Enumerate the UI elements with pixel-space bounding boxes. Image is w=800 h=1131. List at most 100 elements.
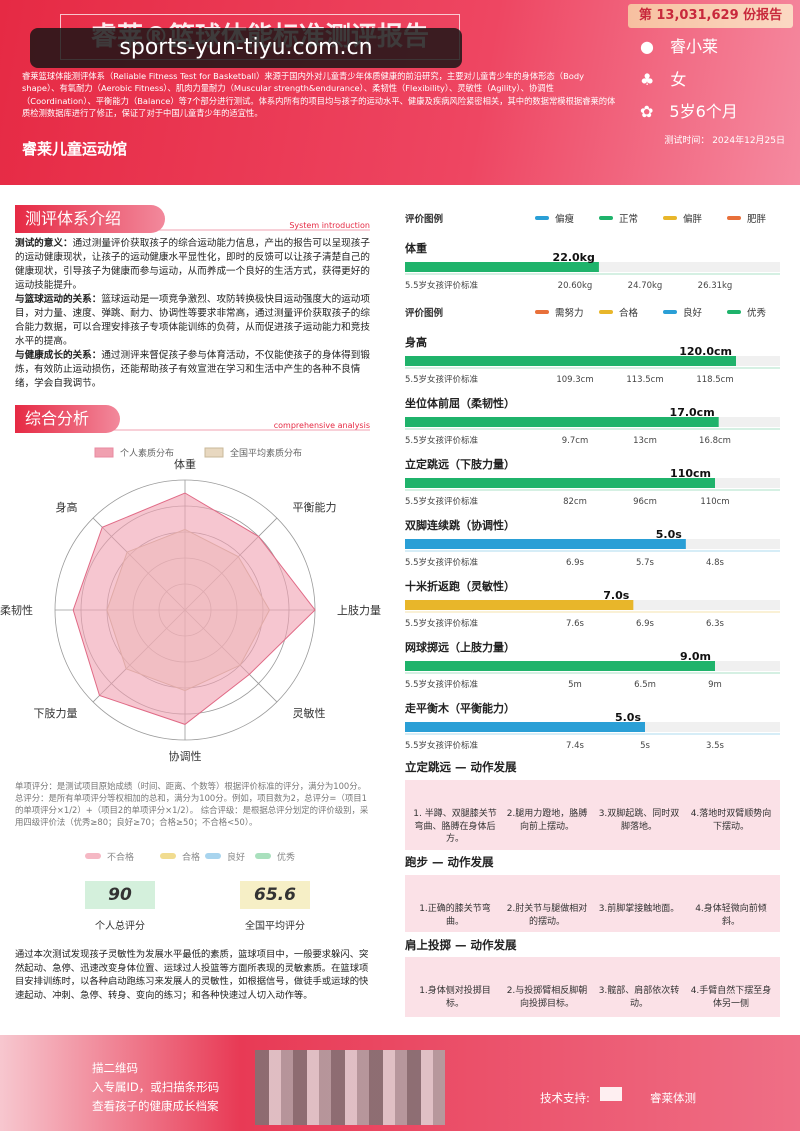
report-count: 第 13,031,629 份报告 bbox=[628, 4, 793, 28]
legend-swatch bbox=[535, 310, 549, 314]
legend-label: 优秀 bbox=[747, 307, 767, 319]
legend-swatch bbox=[599, 216, 613, 220]
legend-label: 偏瘦 bbox=[555, 213, 575, 225]
section-subtitle: System introduction bbox=[289, 221, 370, 230]
item-text: 通过测评来督促孩子参与体育活动，不仅能使孩子的身体得到锻炼，有效防止运动损伤，还… bbox=[15, 350, 370, 389]
threshold-label: 6.9s bbox=[636, 619, 655, 629]
threshold-label: 7.4s bbox=[566, 741, 585, 751]
legend-label: 需努力 bbox=[555, 307, 584, 319]
name: 睿小莱 bbox=[669, 37, 718, 56]
step-text: 3.髋部、肩部依次转动。 bbox=[598, 986, 680, 1009]
threshold-label: 24.70kg bbox=[628, 281, 663, 291]
score-legend-label: 良好 bbox=[227, 851, 245, 863]
step-text: 1. 半蹲、双腿膝关节弯曲、胳膊在身体后方。 bbox=[413, 809, 497, 844]
threshold-label: 26.31kg bbox=[698, 281, 733, 291]
bar-value-label: 17.0cm bbox=[670, 406, 715, 419]
threshold-label: 6.9s bbox=[566, 558, 585, 568]
standard-label: 5.5岁女孩评价标准 bbox=[405, 496, 479, 507]
score-value: 90 bbox=[85, 881, 155, 909]
brand-logo bbox=[600, 1087, 622, 1101]
bar bbox=[405, 661, 715, 671]
threshold-label: 96cm bbox=[633, 497, 657, 507]
score-legend-label: 合格 bbox=[182, 851, 200, 863]
support-label: 技术支持: bbox=[540, 1091, 590, 1105]
bar-value-label: 5.0s bbox=[615, 711, 641, 724]
legend-swatch bbox=[727, 310, 741, 314]
item-label: 与篮球运动的关系： bbox=[15, 294, 102, 305]
bar-value-label: 5.0s bbox=[656, 528, 682, 541]
threshold-label: 110cm bbox=[700, 497, 729, 507]
intro-item: 与健康成长的关系：通过测评来督促孩子参与体育活动，不仅能使孩子的身体得到锻炼，有… bbox=[15, 349, 370, 391]
qr-line: 描二维码 bbox=[92, 1061, 138, 1075]
legend-swatch bbox=[727, 216, 741, 220]
legend-label: 全国平均素质分布 bbox=[230, 447, 302, 459]
bar-value-label: 9.0m bbox=[680, 650, 711, 663]
gender: 女 bbox=[670, 70, 687, 89]
threshold-label: 13cm bbox=[633, 436, 657, 446]
threshold-label: 118.5cm bbox=[696, 375, 733, 385]
legend-swatch bbox=[663, 216, 677, 220]
standard-label: 5.5岁女孩评价标准 bbox=[405, 740, 479, 751]
threshold-label: 7.6s bbox=[566, 619, 585, 629]
threshold-label: 82cm bbox=[563, 497, 587, 507]
score-note: 单项评分：是测试项目原始成绩（时间、距离、个数等）根据评价标准的评分，满分为10… bbox=[15, 781, 369, 827]
threshold-label: 20.60kg bbox=[558, 281, 593, 291]
legend-title: 评价图例 bbox=[405, 307, 443, 319]
metric-name: 网球掷远（上肢力量） bbox=[405, 640, 515, 654]
watermark: sports-yun-tiyu.com.cn bbox=[30, 28, 462, 68]
step-text: 2.腿用力蹬地，胳膊向前上摆动。 bbox=[506, 809, 588, 832]
standard-label: 5.5岁女孩评价标准 bbox=[405, 280, 479, 291]
threshold-label: 16.8cm bbox=[699, 436, 731, 446]
legend-label: 正常 bbox=[619, 213, 638, 225]
step-text: 4.落地时双臂顺势向下摆动。 bbox=[690, 809, 772, 832]
legend-label: 偏胖 bbox=[683, 213, 703, 225]
radar-axis-label: 协调性 bbox=[169, 749, 202, 763]
motion-title: 立定跳远 — 动作发展 bbox=[405, 760, 517, 774]
motion-box bbox=[405, 875, 780, 932]
intro-item: 测试的意义：通过测量评价获取孩子的综合运动能力信息，产出的报告可以呈现孩子的运动… bbox=[15, 237, 370, 293]
qr-line: 查看孩子的健康成长档案 bbox=[92, 1099, 219, 1113]
radar-axis-label: 下肢力量 bbox=[34, 706, 78, 720]
intro-item: 与篮球运动的关系：篮球运动是一项竞争激烈、攻防转换极快目运动强度大的运动项目，对… bbox=[15, 293, 370, 349]
legend-title: 评价图例 bbox=[405, 213, 443, 225]
radar-area bbox=[72, 492, 316, 725]
section-title: 综合分析 bbox=[15, 405, 120, 433]
threshold-label: 4.8s bbox=[706, 558, 725, 568]
score-legend-label: 优秀 bbox=[277, 851, 295, 863]
bar-value-label: 22.0kg bbox=[553, 251, 595, 264]
age: 5岁6个月 bbox=[669, 102, 738, 121]
legend-swatch bbox=[535, 216, 549, 220]
step-text: 2.肘关节与腿做相对的摆动。 bbox=[506, 904, 588, 927]
legend-label: 良好 bbox=[683, 307, 703, 319]
standard-label: 5.5岁女孩评价标准 bbox=[405, 618, 479, 629]
qr-placeholder bbox=[255, 1050, 445, 1125]
score-legend-label: 不合格 bbox=[107, 851, 134, 863]
standard-label: 5.5岁女孩评价标准 bbox=[405, 435, 479, 446]
metric-name: 十米折返跑（灵敏性） bbox=[405, 579, 515, 593]
legend-swatch bbox=[663, 310, 677, 314]
threshold-label: 113.5cm bbox=[626, 375, 663, 385]
threshold-label: 6.3s bbox=[706, 619, 725, 629]
motion-title: 跑步 — 动作发展 bbox=[405, 855, 494, 869]
step-text: 2.与投掷臂相反脚朝向投掷目标。 bbox=[506, 986, 588, 1009]
bar bbox=[405, 356, 736, 366]
radar-axis-label: 身高 bbox=[56, 500, 78, 514]
legend-label: 合格 bbox=[619, 307, 639, 319]
bar bbox=[405, 417, 719, 427]
threshold-label: 6.5m bbox=[634, 680, 656, 690]
section-subtitle: comprehensive analysis bbox=[273, 421, 370, 430]
metric-name: 身高 bbox=[405, 335, 427, 349]
item-text: 通过测量评价获取孩子的综合运动能力信息，产出的报告可以呈现孩子的运动健康现状，让… bbox=[15, 238, 370, 291]
legend-swatch bbox=[204, 447, 224, 458]
radar-axis-label: 柔韧性 bbox=[0, 603, 33, 617]
item-label: 与健康成长的关系： bbox=[15, 350, 102, 361]
bar bbox=[405, 722, 645, 732]
standard-label: 5.5岁女孩评价标准 bbox=[405, 374, 479, 385]
step-text: 4.身体轻微向前倾斜。 bbox=[695, 904, 767, 927]
step-text: 4.手臂自然下摆至身体另一侧 bbox=[690, 986, 772, 1009]
score-legend-swatch bbox=[160, 853, 176, 859]
bar-value-label: 120.0cm bbox=[679, 345, 732, 358]
legend-swatch bbox=[599, 310, 613, 314]
step-text: 3.前脚掌接触地面。 bbox=[598, 904, 680, 914]
